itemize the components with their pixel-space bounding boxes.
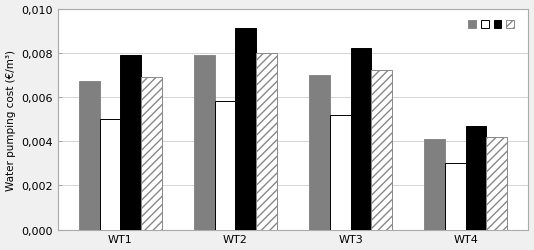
Bar [79, 82, 100, 230]
Y-axis label: Water pumping cost (€/m³): Water pumping cost (€/m³) [5, 49, 15, 190]
Bar [466, 126, 486, 230]
Bar [121, 56, 141, 230]
Bar [100, 120, 121, 230]
Legend: , , , : , , , [465, 16, 519, 34]
Bar [141, 78, 162, 230]
Bar [445, 164, 466, 230]
Bar [215, 102, 235, 230]
Bar [486, 137, 507, 230]
Bar [330, 115, 350, 230]
Bar [194, 56, 215, 230]
Bar [309, 76, 330, 230]
Bar [350, 49, 371, 230]
Bar [256, 54, 277, 230]
Bar [235, 29, 256, 230]
Bar [371, 71, 392, 230]
Bar [424, 140, 445, 230]
